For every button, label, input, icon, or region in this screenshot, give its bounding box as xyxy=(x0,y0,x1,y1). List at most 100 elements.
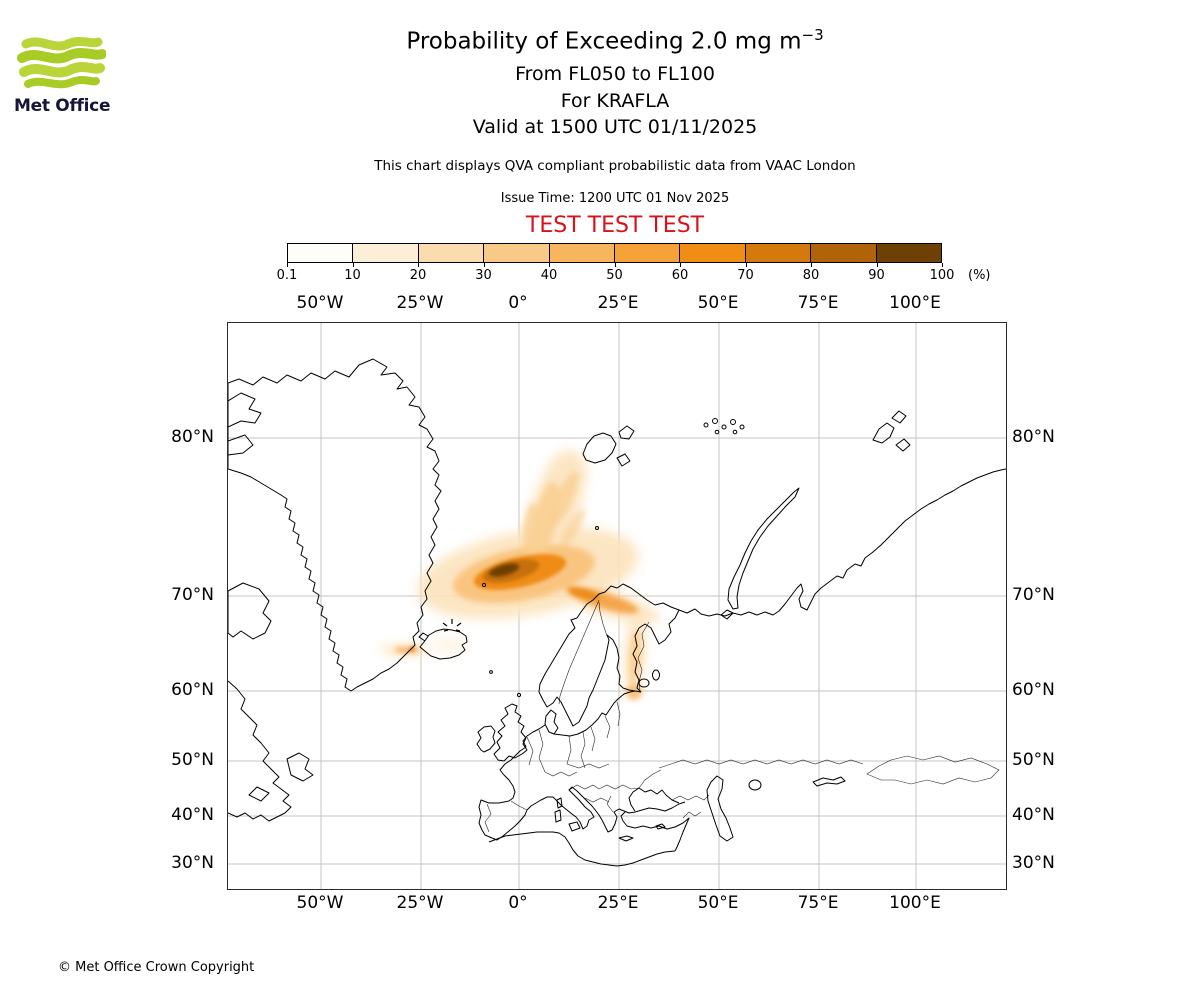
coast-vaygach xyxy=(720,609,734,620)
coast-westfjords xyxy=(418,632,429,642)
test-banner: TEST TEST TEST xyxy=(525,213,705,238)
longitude-label: 50°E xyxy=(697,293,739,313)
latitude-label: 60°N xyxy=(1012,680,1055,700)
issue-time: Issue Time: 1200 UTC 01 Nov 2025 xyxy=(500,191,730,206)
island-bear xyxy=(595,526,599,530)
colorbar-segment-5 xyxy=(614,244,680,262)
island-faroe xyxy=(489,670,493,674)
island-jan-mayen xyxy=(481,582,487,588)
latitude-label: 80°N xyxy=(171,427,214,447)
colorbar-tick-label: 40 xyxy=(540,268,558,283)
latitude-label: 40°N xyxy=(171,805,214,825)
coast-turkey-levant xyxy=(620,811,690,852)
coast-white-sea xyxy=(632,609,680,693)
colorbar-tick-label: 30 xyxy=(475,268,492,283)
coast-novaya-zemlya xyxy=(727,487,800,610)
coast-baffin xyxy=(227,582,272,640)
coast-barents-russia xyxy=(622,468,1007,617)
longitude-label: 50°W xyxy=(296,293,344,313)
coast-greenland xyxy=(227,358,442,692)
page-title-main: Probability of Exceeding 2.0 mg m xyxy=(406,28,802,55)
colorbar-tick-mark xyxy=(811,263,812,267)
lake-onega xyxy=(652,669,660,681)
island-shetland xyxy=(516,692,522,698)
coast-svalbard-main xyxy=(582,432,617,464)
ash-plume-layer xyxy=(380,450,660,700)
longitude-label: 75°E xyxy=(797,893,839,913)
island-sicily xyxy=(568,821,581,832)
colorbar-tick-mark xyxy=(942,263,943,267)
colorbar-tick-mark xyxy=(418,263,419,267)
coast-baltic-south xyxy=(553,690,636,737)
coast-ireland xyxy=(476,725,496,753)
coast-svalbard-edge xyxy=(616,453,631,467)
latitude-label: 30°N xyxy=(171,853,214,873)
subtitle-valid-time: Valid at 1500 UTC 01/11/2025 xyxy=(472,116,758,138)
latitude-label: 50°N xyxy=(171,750,214,770)
colorbar-tick-mark xyxy=(287,263,288,267)
latitude-label: 40°N xyxy=(1012,805,1055,825)
colorbar-tick-mark xyxy=(614,263,616,267)
latitude-label: 80°N xyxy=(1012,427,1055,447)
colorbar-tick-mark xyxy=(352,263,354,267)
lake-balkhash xyxy=(812,776,846,787)
coast-northsea-atlantic xyxy=(499,724,546,802)
colorbar-unit-label: (%) xyxy=(968,268,991,283)
islands-franz-josef xyxy=(703,418,745,435)
copyright-notice: © Met Office Crown Copyright xyxy=(58,960,255,975)
met-office-logo: Met Office xyxy=(14,36,114,116)
coast-blacksea-north xyxy=(628,787,680,812)
colorbar-tick-label: 50 xyxy=(606,268,623,283)
coast-italy-balkans xyxy=(547,786,686,833)
latitude-label: 50°N xyxy=(1012,750,1055,770)
colorbar-segment-7 xyxy=(744,244,811,262)
longitude-label: 0° xyxy=(508,893,528,913)
coast-north-africa xyxy=(488,831,676,867)
subtitle-volcano: For KRAFLA xyxy=(560,90,670,112)
probability-colorbar xyxy=(287,243,942,263)
colorbar-tick-label: 0.1 xyxy=(276,268,298,283)
longitude-label: 100°E xyxy=(889,893,941,913)
longitude-label: 50°E xyxy=(697,893,739,913)
colorbar-tick-label: 80 xyxy=(802,268,820,283)
coast-severnaya-3 xyxy=(895,438,911,452)
colorbar-segment-6 xyxy=(679,244,745,262)
coast-svalbard-ne xyxy=(618,425,635,440)
colorbar-tick-label: 90 xyxy=(868,268,885,283)
longitude-label: 100°E xyxy=(889,293,941,313)
latitude-label: 30°N xyxy=(1012,853,1055,873)
colorbar-segment-0 xyxy=(288,244,353,262)
colorbar-tick-mark xyxy=(745,263,747,267)
island-sardinia xyxy=(554,809,562,823)
colorbar-tick-labels: 0.1 10 20 30 40 50 60 70 80 90 100 xyxy=(277,263,954,287)
colorbar-segment-8 xyxy=(810,244,876,262)
latitude-label: 60°N xyxy=(171,680,214,700)
coast-iceland xyxy=(419,628,468,660)
page-title-exponent: −3 xyxy=(801,26,824,44)
longitude-label: 50°W xyxy=(296,893,344,913)
coast-severnaya-1 xyxy=(872,422,895,444)
colorbar-segment-3 xyxy=(483,244,549,262)
colorbar-tick-mark xyxy=(680,263,681,267)
colorbar-tick-label: 100 xyxy=(929,268,955,283)
lake-aral xyxy=(748,779,762,791)
longitude-label: 0° xyxy=(508,293,528,313)
border-layer xyxy=(484,599,1000,833)
coast-devon xyxy=(227,434,254,456)
coastline-layer xyxy=(227,358,1007,867)
colorbar-tick-label: 10 xyxy=(344,268,361,283)
colorbar-segment-4 xyxy=(548,244,615,262)
subtitle-flight-levels: From FL050 to FL100 xyxy=(515,63,715,85)
colorbar-segment-9 xyxy=(875,244,942,262)
longitude-label: 25°E xyxy=(597,893,639,913)
colorbar-tick-label: 20 xyxy=(409,268,427,283)
longitude-label: 25°E xyxy=(597,293,639,313)
coast-caspian xyxy=(706,775,734,842)
lake-ladoga xyxy=(638,678,650,688)
coast-labrador xyxy=(227,680,292,822)
longitude-label: 75°E xyxy=(797,293,839,313)
colorbar-tick-label: 70 xyxy=(737,268,754,283)
colorbar-tick-mark xyxy=(549,263,550,267)
coast-great-britain xyxy=(493,703,528,762)
